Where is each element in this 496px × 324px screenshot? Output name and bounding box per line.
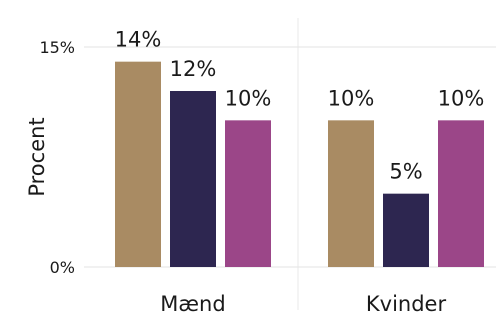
bar-series1-kvinder (328, 120, 374, 267)
bar-series3-kvinder (438, 120, 484, 267)
bar-layer (115, 61, 484, 267)
x-category-label-1: Kvinder (366, 292, 447, 316)
bar-series3-maend (225, 120, 271, 267)
bar-series1-maend (115, 61, 161, 267)
bar-series2-kvinder (383, 193, 429, 267)
data-label-series3-kvinder: 10% (438, 86, 485, 110)
y-tick-label-1: 15% (39, 38, 75, 57)
y-tick-label-0: 0% (50, 258, 75, 277)
data-label-series1-maend: 14% (115, 28, 162, 52)
data-label-series3-maend: 10% (225, 86, 272, 110)
x-category-label-0: Mænd (160, 292, 225, 316)
bar-series2-maend (170, 91, 216, 267)
data-label-series1-kvinder: 10% (328, 86, 375, 110)
label-layer: 0% 15% 14% 10% 12% 5% 10% 10% Mænd Kvinder (39, 28, 484, 316)
data-label-series2-maend: 12% (170, 57, 217, 81)
data-label-series2-kvinder: 5% (389, 160, 422, 184)
y-axis-label: Procent (25, 117, 49, 196)
